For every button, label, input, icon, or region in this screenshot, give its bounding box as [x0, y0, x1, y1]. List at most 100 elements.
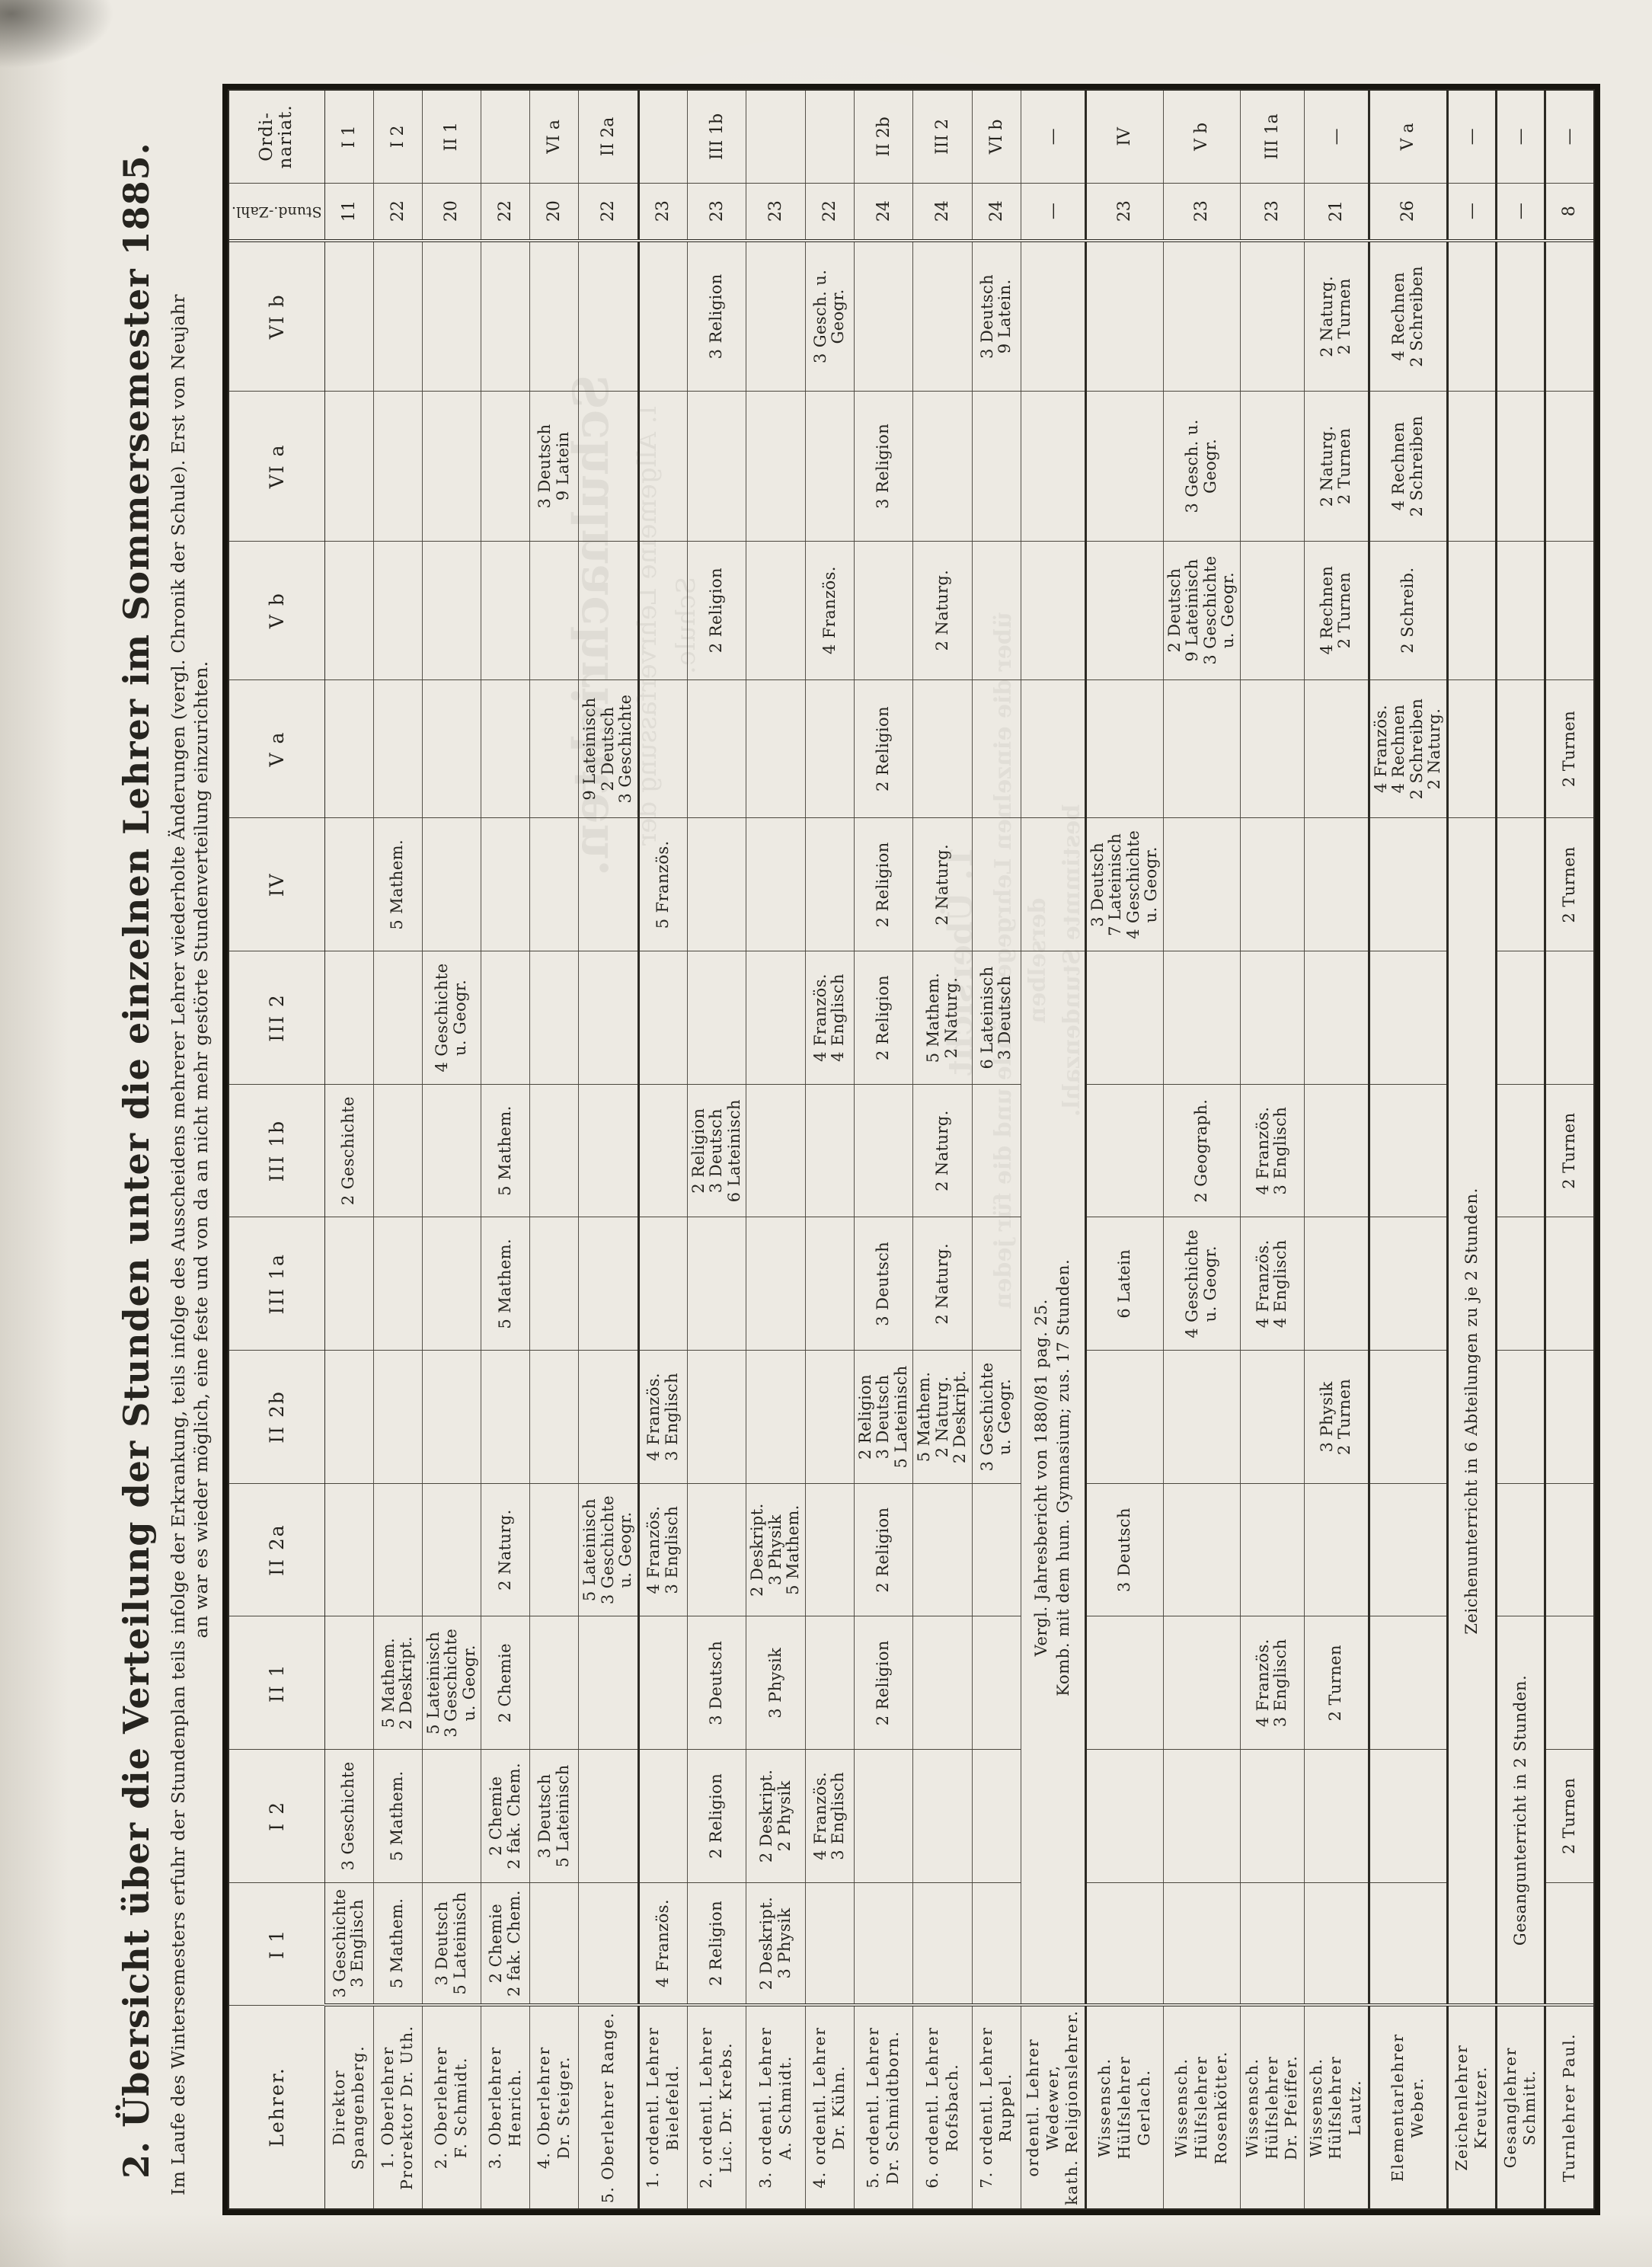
lesson-cell-IV	[1163, 817, 1241, 951]
teacher-name: 2. ordentl. Lehrer Lic. Dr. Krebs.	[687, 2005, 746, 2208]
ordinariat: —	[1496, 91, 1545, 184]
lesson-cell-II2b	[1085, 1350, 1164, 1484]
lesson-cell-VIb: 3 Deutsch 9 Latein.	[972, 240, 1021, 392]
lesson-cell-I2: 3 Geschichte	[324, 1749, 374, 1883]
lesson-cell-III2	[1085, 951, 1164, 1085]
hours-total: 23	[1240, 183, 1305, 241]
teacher-row: Elementarlehrer Weber. 4 Französ. 4 Rechnen…	[1369, 91, 1448, 2208]
ordinariat	[481, 91, 530, 184]
lesson-cell-Va	[746, 679, 806, 818]
lesson-cell-II2a	[1545, 1483, 1594, 1616]
lesson-cell-Va	[972, 679, 1021, 818]
lesson-cell-VIb: 2 Naturg. 2 Turnen	[1304, 240, 1369, 392]
lesson-cell-II1	[1369, 1616, 1448, 1750]
lesson-cell-I1	[805, 1882, 855, 2006]
lesson-cell-II2a	[1496, 1483, 1545, 1616]
lesson-cell-VIb: 3 Religion	[687, 240, 746, 392]
column-header-class-II2a: II 2a	[229, 1483, 325, 1616]
lesson-cell-Vb	[972, 541, 1021, 680]
lesson-cell-III1a	[373, 1217, 423, 1351]
teacher-row: 3. ordentl. Lehrer A. Schmidt. 2 Deskript.…	[746, 91, 806, 2208]
lesson-cell-II2a: 3 Deutsch	[1085, 1483, 1164, 1616]
lesson-cell-III2	[481, 951, 530, 1085]
lesson-cell-III1a: 4 Geschichte u. Geogr.	[1163, 1217, 1241, 1351]
teacher-row: 3. Oberlehrer Henrich. 2 Chemie 2 fak. Chem…	[481, 91, 530, 2208]
lesson-cell-VIb	[912, 240, 973, 392]
teacher-name: 7. ordentl. Lehrer Ruppel.	[972, 2005, 1021, 2208]
hours-total: 8	[1545, 183, 1594, 241]
lesson-cell-III2: 5 Mathem. 2 Naturg.	[912, 951, 973, 1085]
lesson-cell-III1a: 5 Mathem.	[481, 1217, 530, 1351]
lesson-cell-I1	[972, 1882, 1021, 2006]
lesson-cell-III2	[324, 951, 374, 1085]
lesson-cell-III1b	[529, 1084, 579, 1217]
teacher-name: Gesanglehrer Schmitt.	[1496, 2005, 1545, 2208]
lesson-cell-III2	[1369, 951, 1448, 1085]
lesson-cell-I2	[1369, 1749, 1448, 1883]
column-header-class-III1a: III 1a	[229, 1217, 325, 1351]
hours-total: 22	[578, 183, 639, 241]
column-header-class-III2: III 2	[229, 951, 325, 1085]
lesson-cell-II2a	[1304, 1483, 1369, 1616]
lesson-cell-Va	[422, 679, 481, 818]
teacher-row: 4. Oberlehrer Dr. Steiger. 3 Deutsch 5 Late…	[529, 91, 579, 2208]
lesson-cell-III1b	[638, 1084, 688, 1217]
lesson-cell-Va	[687, 679, 746, 818]
lesson-cell-III1b	[578, 1084, 639, 1217]
lesson-cell-VIb	[578, 240, 639, 392]
lesson-cell-VIb	[746, 240, 806, 392]
lesson-cell-III2	[373, 951, 423, 1085]
ordinariat: VI a	[529, 91, 579, 184]
lesson-cell-Vb	[1496, 541, 1545, 680]
lesson-cell-III1a	[1369, 1217, 1448, 1351]
lesson-cell-Va: 2 Turnen	[1545, 679, 1594, 818]
ordinariat: II 2b	[854, 91, 913, 184]
lesson-cell-IV	[529, 817, 579, 951]
lesson-cell-Vb: 2 Naturg.	[912, 541, 973, 680]
column-header-class-I2: I 2	[229, 1749, 325, 1883]
lesson-cell-II2b	[805, 1350, 855, 1484]
lesson-cell-VIb	[1496, 240, 1545, 392]
lesson-cell-II2b	[1369, 1350, 1448, 1484]
lesson-cell-III1a: 6 Latein	[1085, 1217, 1164, 1351]
lesson-cell-VIa	[1240, 391, 1305, 542]
ordinariat: —	[1021, 91, 1086, 184]
lesson-cell-Vb: 4 Französ.	[805, 541, 855, 680]
lesson-cell-II2b	[746, 1350, 806, 1484]
teacher-row: Direktor Spangenberg. 3 Geschichte 3 Englis…	[324, 91, 374, 2208]
lesson-cell-II1: 4 Französ. 3 Englisch	[1240, 1616, 1305, 1750]
lesson-cell-II2a: 2 Deskript. 3 Physik 5 Mathem.	[746, 1483, 806, 1616]
column-header-class-Va: V a	[229, 679, 325, 818]
lesson-cell-III2: 2 Religion	[854, 951, 913, 1085]
ordinariat: I 1	[324, 91, 374, 184]
lesson-cell-III1a	[1304, 1217, 1369, 1351]
teacher-name: 1. Oberlehrer Prorektor Dr. Uth.	[373, 2005, 423, 2208]
lesson-cell-IV	[972, 817, 1021, 951]
lesson-cell-I2	[422, 1749, 481, 1883]
lesson-cell-III1a: 4 Französ. 4 Englisch	[1240, 1217, 1305, 1351]
lesson-cell-I2	[1085, 1749, 1164, 1883]
lesson-cell-Va	[373, 679, 423, 818]
lesson-cell-III1a: 2 Naturg.	[912, 1217, 973, 1351]
lesson-cell-III2	[1240, 951, 1305, 1085]
hours-total: 23	[1085, 183, 1164, 241]
ordinariat: VI b	[972, 91, 1021, 184]
ordinariat	[638, 91, 688, 184]
lesson-cell-I2: 2 Turnen	[1545, 1749, 1594, 1883]
lesson-cell-II1	[912, 1616, 973, 1750]
teacher-row: 1. Oberlehrer Prorektor Dr. Uth. 5 Mathem.…	[373, 91, 423, 2208]
lesson-cell-Vb	[1021, 541, 1086, 680]
lesson-cell-VIa: 3 Religion	[854, 391, 913, 542]
lesson-cell-III1b: 2 Religion 3 Deutsch 6 Lateinisch	[687, 1084, 746, 1217]
lesson-cell-Va	[1304, 679, 1369, 818]
teacher-row: ordentl. Lehrer Wedewer, kath. Religionsle…	[1021, 91, 1086, 2208]
lesson-cell-VIa	[578, 391, 639, 542]
column-header-class-IV: IV	[229, 817, 325, 951]
lesson-cell-II2a	[1163, 1483, 1241, 1616]
lesson-cell-III1b: 2 Turnen	[1545, 1084, 1594, 1217]
lesson-cell-VIb: 4 Rechnen 2 Schreiben	[1369, 240, 1448, 392]
lesson-cell-II2b	[1163, 1350, 1241, 1484]
lesson-cell-II2a	[529, 1483, 579, 1616]
lesson-cell-Va	[1240, 679, 1305, 818]
